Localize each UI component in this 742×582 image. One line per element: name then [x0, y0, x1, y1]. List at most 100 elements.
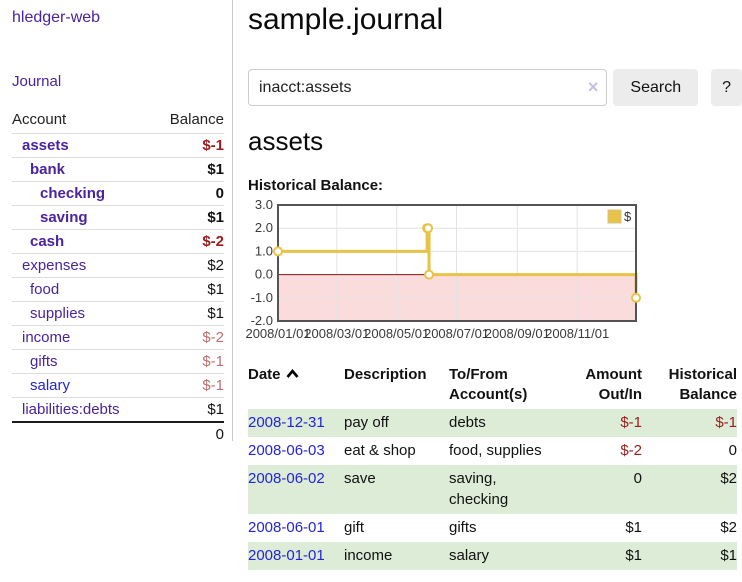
balance-cell: $1 — [720, 547, 737, 565]
svg-text:2008/01/01: 2008/01/01 — [245, 326, 310, 341]
amount-cell: $1 — [625, 547, 642, 565]
account-heading: assets — [248, 126, 324, 156]
account-row: expenses $2 — [12, 253, 224, 278]
account-link-salary[interactable]: salary — [30, 377, 71, 394]
accounts-cell: food, supplies — [449, 442, 542, 460]
search-form: × Search ? — [248, 69, 742, 106]
svg-text:2008/09/01: 2008/09/01 — [485, 326, 550, 341]
account-row: assets $-1 — [12, 133, 224, 158]
account-link-expenses[interactable]: expenses — [22, 257, 87, 274]
date-link[interactable]: 2008-12-31 — [248, 414, 325, 432]
svg-text:$: $ — [624, 209, 632, 224]
account-balance: $-2 — [152, 229, 224, 254]
description-cell: save — [344, 470, 376, 488]
svg-text:0.0: 0.0 — [255, 266, 273, 281]
account-row: salary $-1 — [12, 373, 224, 398]
account-balance: $1 — [152, 157, 224, 182]
account-row: liabilities:debts $1 — [12, 397, 224, 423]
clear-search-icon[interactable]: × — [587, 77, 599, 97]
amount-cell: 0 — [633, 470, 642, 488]
svg-text:3.0: 3.0 — [255, 197, 273, 212]
accounts-cell: saving, checking — [449, 470, 509, 509]
svg-text:2008/03/01: 2008/03/01 — [304, 326, 369, 341]
account-row: saving $1 — [12, 205, 224, 230]
account-link-income[interactable]: income — [22, 329, 71, 346]
account-balance: $1 — [152, 277, 224, 302]
account-row: supplies $1 — [12, 301, 224, 326]
accounts-cell: gifts — [449, 519, 477, 537]
register-header-date[interactable]: Date — [248, 363, 344, 410]
sort-asc-icon — [286, 368, 299, 378]
register-row: 2008-06-03 eat & shop food, supplies $-2… — [248, 437, 737, 465]
account-row: checking 0 — [12, 181, 224, 206]
accounts-cell: salary — [449, 547, 490, 565]
accounts-table: Account Balance assets $-1 bank $1 check… — [12, 109, 224, 446]
account-row: bank $1 — [12, 157, 224, 182]
svg-text:2008/05/01: 2008/05/01 — [364, 326, 429, 341]
help-button[interactable]: ? — [711, 69, 742, 106]
account-link-supplies[interactable]: supplies — [30, 305, 86, 322]
register-row: 2008-06-01 gift gifts $1 $2 — [248, 514, 737, 542]
svg-text:2008/11/01: 2008/11/01 — [545, 326, 609, 341]
balance-chart: $3.0 2.0 1.0 0.0 -1.0 -2.0 2008/01/01 2008/03/0… — [245, 197, 742, 346]
account-balance: $-1 — [152, 133, 224, 158]
date-link[interactable]: 2008-06-03 — [248, 442, 325, 460]
accounts-cell: debts — [449, 414, 486, 432]
register-header-row: Date Description To/From Account(s) Amou… — [248, 363, 737, 410]
account-balance: $1 — [152, 301, 224, 326]
account-row: gifts $-1 — [12, 349, 224, 374]
accounts-total-balance: 0 — [152, 421, 224, 446]
accounts-header-account: Account — [12, 109, 153, 134]
account-link-saving[interactable]: saving — [40, 209, 88, 226]
chart-heading: Historical Balance: — [248, 176, 384, 194]
account-link-gifts[interactable]: gifts — [30, 353, 58, 370]
account-link-assets[interactable]: assets — [22, 137, 69, 154]
register-row: 2008-06-02 save saving, checking 0 $2 — [248, 465, 737, 515]
balance-cell: $-1 — [715, 414, 737, 432]
svg-text:2008/07/01: 2008/07/01 — [424, 326, 489, 341]
account-row: food $1 — [12, 277, 224, 302]
brand-link[interactable]: hledger-web — [12, 9, 101, 26]
account-balance: 0 — [152, 181, 224, 206]
account-row: cash $-2 — [12, 229, 224, 254]
date-link[interactable]: 2008-01-01 — [248, 547, 325, 565]
search-input-wrap: × — [248, 69, 608, 106]
register-header-balance: Historical Balance — [668, 365, 737, 403]
account-balance: $-2 — [152, 325, 224, 350]
nav-journal-link[interactable]: Journal — [12, 73, 62, 90]
date-link[interactable]: 2008-06-02 — [248, 470, 325, 488]
balance-chart-svg: $3.0 2.0 1.0 0.0 -1.0 -2.02008/01/012008/03/0… — [245, 197, 641, 341]
sidebar: hledger-web Journal Account Balance asse… — [0, 0, 233, 446]
register-header-accounts: To/From Account(s) — [449, 365, 528, 403]
account-link-bank[interactable]: bank — [30, 161, 66, 178]
description-cell: income — [344, 547, 393, 565]
account-balance: $1 — [152, 205, 224, 230]
account-link-cash[interactable]: cash — [30, 233, 65, 250]
search-button[interactable]: Search — [613, 69, 699, 106]
amount-cell: $-1 — [620, 414, 642, 432]
register-header-amount: Amount Out/In — [585, 365, 642, 403]
account-link-liabilities-debts[interactable]: liabilities:debts — [22, 401, 120, 418]
svg-text:-2.0: -2.0 — [251, 313, 273, 328]
account-link-food[interactable]: food — [30, 281, 60, 298]
account-row: income $-2 — [12, 325, 224, 350]
amount-cell: $-2 — [620, 442, 642, 460]
balance-cell: 0 — [728, 442, 737, 460]
svg-text:1.0: 1.0 — [255, 243, 273, 258]
account-balance: $-1 — [152, 349, 224, 374]
main-content: sample.journal × Search ? assets Histori… — [245, 0, 742, 571]
accounts-header-row: Account Balance — [12, 109, 224, 134]
search-input[interactable] — [248, 69, 608, 106]
svg-text:2.0: 2.0 — [255, 220, 273, 235]
amount-cell: $1 — [625, 519, 642, 537]
description-cell: pay off — [344, 414, 389, 432]
register-row: 2008-12-31 pay off debts $-1 $-1 — [248, 409, 737, 438]
date-link[interactable]: 2008-06-01 — [248, 519, 325, 537]
account-link-checking[interactable]: checking — [40, 185, 106, 202]
account-balance: $-1 — [152, 373, 224, 398]
account-balance: $2 — [152, 253, 224, 278]
accounts-total-row: 0 — [12, 421, 224, 446]
balance-cell: $2 — [720, 519, 737, 537]
page-title: sample.journal — [248, 3, 444, 36]
description-cell: eat & shop — [344, 442, 416, 460]
